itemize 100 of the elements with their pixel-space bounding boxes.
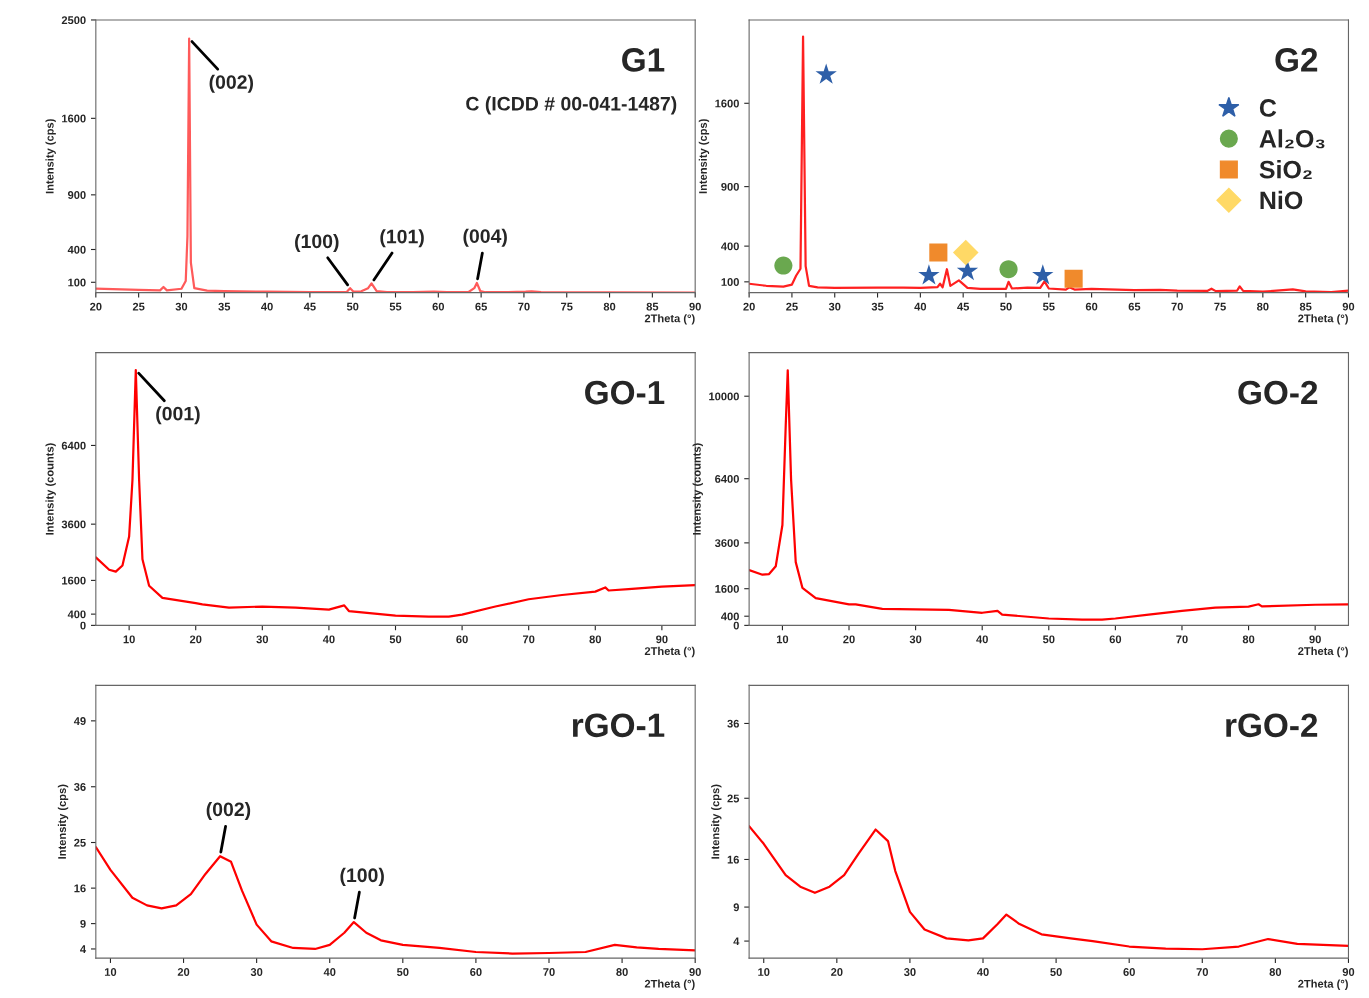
- point: [929, 243, 948, 262]
- text: GO-1: [585, 380, 665, 405]
- x-tick-label: 35: [218, 302, 231, 311]
- x-tick-label: 30: [903, 968, 916, 976]
- y-tick-label: 6400: [61, 441, 86, 450]
- x-axis-title: 2Theta (°): [1298, 979, 1348, 990]
- x-tick-label: 25: [132, 302, 145, 311]
- x-tick-label: 30: [250, 968, 263, 976]
- y-tick-label: 1600: [715, 584, 739, 593]
- x-tick-label: 20: [177, 968, 190, 976]
- x-tick-label: 75: [1214, 302, 1226, 311]
- x-tick-label: 45: [957, 302, 970, 311]
- y-tick-label: 400: [67, 245, 86, 254]
- x-tick-label: 55: [1042, 302, 1055, 311]
- x-tick-label: 90: [689, 302, 701, 311]
- annotation: (101): [380, 229, 424, 248]
- y-axis-title: Intensity (cps): [711, 784, 722, 859]
- line-series: [95, 845, 696, 955]
- y-axis-title: Intensity (cps): [45, 119, 56, 194]
- text: rGO-1: [572, 713, 665, 738]
- y-tick-label: 900: [721, 182, 739, 191]
- point: [918, 264, 940, 285]
- x-tick-label: 40: [323, 968, 336, 976]
- x-tick-label: 40: [261, 302, 273, 311]
- x-tick-label: 60: [1123, 968, 1135, 976]
- x-tick-label: 75: [561, 302, 573, 311]
- text: rGO-2: [1226, 713, 1318, 738]
- x-tick-label: 10: [758, 968, 770, 976]
- annotation: (002): [206, 801, 251, 821]
- y-tick-label: 0: [80, 621, 86, 630]
- y-tick-label: 9: [733, 903, 739, 912]
- x-tick-label: 40: [976, 635, 988, 644]
- x-tick-label: 25: [786, 302, 798, 311]
- y-tick-label: 10000: [709, 392, 739, 401]
- x-tick-label: 70: [522, 635, 535, 644]
- point: [1064, 269, 1083, 288]
- x-tick-label: 70: [543, 968, 555, 976]
- x-tick-label: 85: [646, 302, 659, 311]
- y-axis-title: Intensity (counts): [692, 443, 703, 535]
- annotation: (002): [209, 74, 254, 93]
- y-tick-label: 6400: [715, 474, 739, 483]
- x-tick-label: 65: [1128, 302, 1141, 311]
- x-tick-label: 50: [1050, 968, 1062, 976]
- annotation: (100): [340, 867, 384, 886]
- y-tick-label: 0: [733, 621, 739, 630]
- annotation: (100): [295, 233, 339, 253]
- x-tick-label: 10: [123, 635, 135, 644]
- y-tick-label: 9: [80, 919, 86, 928]
- x-tick-label: 35: [871, 302, 884, 311]
- x-tick-label: 50: [346, 302, 359, 311]
- x-tick-label: 50: [396, 968, 409, 976]
- x-tick-label: 20: [743, 302, 755, 311]
- x-tick-label: 60: [456, 635, 468, 644]
- x-tick-label: 60: [432, 302, 445, 311]
- y-tick-label: 900: [67, 191, 86, 199]
- x-tick-label: 45: [303, 302, 316, 311]
- x-tick-label: 10: [776, 635, 789, 644]
- y-tick-label: 1600: [62, 576, 86, 585]
- x-tick-label: 40: [914, 302, 927, 311]
- x-tick-label: 70: [518, 302, 530, 311]
- y-tick-label: 2500: [61, 16, 86, 25]
- y-tick-label: 400: [67, 610, 86, 619]
- y-tick-label: 1600: [62, 114, 86, 123]
- x-tick-label: 50: [1042, 635, 1055, 644]
- x-tick-label: 80: [1269, 968, 1282, 976]
- x-tick-label: 90: [689, 968, 701, 976]
- x-tick-label: 20: [189, 635, 202, 644]
- x-tick-label: 30: [175, 302, 188, 311]
- x-axis-title: 2Theta (°): [1298, 646, 1348, 658]
- x-tick-label: 80: [603, 302, 616, 311]
- point: [952, 239, 979, 266]
- point: [999, 260, 1018, 279]
- x-tick-label: 70: [1176, 635, 1188, 644]
- x-tick-label: 10: [104, 968, 117, 976]
- point: [815, 63, 837, 84]
- y-tick-label: 25: [74, 838, 86, 847]
- x-tick-label: 80: [1242, 635, 1255, 644]
- x-tick-label: 50: [1000, 302, 1012, 311]
- x-tick-label: 30: [828, 302, 841, 311]
- x-tick-label: 90: [1342, 302, 1355, 311]
- y-axis-title: Intensity (cps): [57, 784, 69, 859]
- x-tick-label: 20: [843, 635, 855, 644]
- y-tick-label: 400: [721, 612, 739, 621]
- x-tick-label: 60: [1109, 635, 1122, 644]
- y-tick-label: 16: [74, 884, 86, 893]
- y-axis-title: Intensity (cps): [698, 119, 710, 194]
- y-tick-label: 3600: [714, 539, 739, 548]
- x-axis-title: 2Theta (°): [644, 646, 695, 658]
- text: G2: [1275, 48, 1318, 72]
- x-tick-label: 80: [616, 968, 628, 976]
- x-axis-title: 2Theta (°): [644, 314, 695, 325]
- point: [774, 256, 793, 275]
- x-tick-label: 40: [322, 635, 335, 644]
- x-axis-title: 2Theta (°): [644, 979, 695, 990]
- y-tick-label: 36: [727, 719, 739, 728]
- y-tick-label: 49: [73, 717, 86, 725]
- legend-label: C: [1259, 99, 1277, 117]
- x-tick-label: 20: [90, 302, 102, 311]
- legend-label: NiO: [1260, 190, 1303, 210]
- legend-label: SiO₂: [1259, 160, 1312, 179]
